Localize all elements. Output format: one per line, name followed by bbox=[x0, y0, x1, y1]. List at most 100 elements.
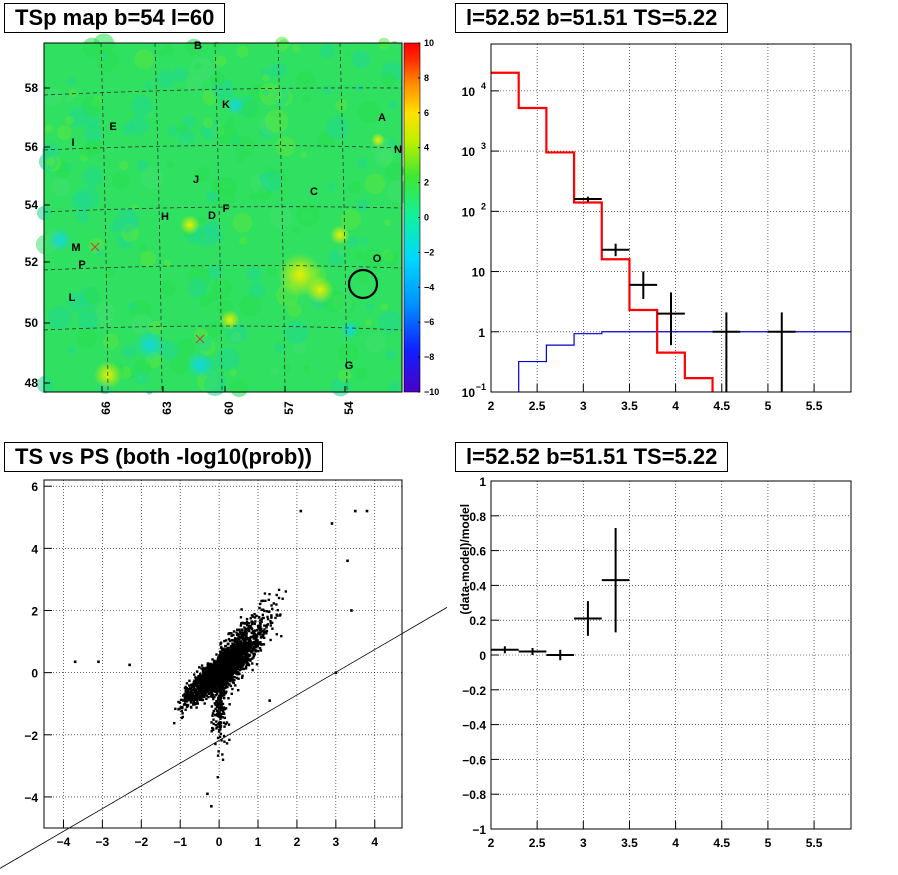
scatter-point bbox=[216, 664, 220, 668]
scatter-point bbox=[236, 641, 240, 645]
scatter-point bbox=[216, 710, 220, 714]
tsmap-texture bbox=[356, 157, 368, 169]
tsmap-texture bbox=[322, 86, 332, 96]
scatter-point bbox=[197, 675, 200, 679]
scatter-point bbox=[242, 658, 246, 662]
tsmap-grid-meridian bbox=[154, 42, 163, 393]
scatter-point bbox=[257, 616, 261, 619]
scatter-point bbox=[234, 669, 238, 672]
scatter-point bbox=[192, 700, 195, 703]
scatter-point bbox=[235, 647, 238, 651]
scatter-point bbox=[223, 639, 226, 643]
scatter-point bbox=[239, 645, 243, 648]
scatter-point bbox=[185, 705, 189, 709]
residual-ytick-label: 0.8 bbox=[469, 510, 486, 524]
tsmap-texture bbox=[215, 55, 227, 67]
scatter-point bbox=[260, 618, 263, 621]
scatter-point bbox=[207, 685, 211, 689]
scatter-point bbox=[221, 669, 224, 672]
tsmap-texture bbox=[238, 294, 262, 317]
scatter-point bbox=[207, 682, 210, 686]
scatter-point bbox=[221, 691, 225, 695]
scatter-ytick-label: 2 bbox=[31, 605, 38, 619]
scatter-point bbox=[236, 628, 239, 631]
scatter-point bbox=[222, 696, 226, 700]
spectrum-ytick-exponent: 3 bbox=[481, 141, 486, 151]
scatter-point bbox=[247, 663, 251, 667]
scatter-point bbox=[222, 647, 225, 651]
scatter-point bbox=[245, 656, 248, 659]
residual-ytick-label: −0.2 bbox=[462, 684, 486, 698]
scatter-point bbox=[211, 675, 214, 678]
tsmap-texture bbox=[128, 302, 137, 311]
residual-ytick-label: 0 bbox=[479, 649, 486, 663]
scatter-point bbox=[250, 620, 253, 623]
scatter-point bbox=[222, 694, 226, 697]
scatter-point bbox=[252, 642, 256, 646]
scatter-point bbox=[205, 687, 209, 690]
scatter-point bbox=[258, 625, 261, 629]
scatter-point bbox=[188, 686, 192, 689]
scatter-point bbox=[253, 633, 256, 636]
residual-xtick-label: 2.5 bbox=[529, 836, 546, 850]
scatter-point bbox=[231, 646, 235, 650]
colorbar-tick-label: −8 bbox=[424, 352, 434, 362]
tsmap-texture bbox=[388, 138, 397, 147]
scatter-point bbox=[207, 667, 210, 670]
scatter-point bbox=[241, 633, 245, 636]
tsmap-texture bbox=[347, 236, 359, 248]
tsmap-texture bbox=[320, 44, 335, 59]
scatter-point bbox=[191, 694, 194, 698]
scatter-point bbox=[251, 668, 254, 672]
tsmap-texture bbox=[360, 237, 368, 246]
scatter-point bbox=[255, 633, 258, 637]
tsmap-texture bbox=[182, 114, 196, 128]
scatter-point bbox=[218, 711, 221, 714]
scatter-point bbox=[190, 683, 193, 686]
scatter-point bbox=[250, 649, 254, 652]
tsmap-texture bbox=[81, 96, 102, 117]
scatter-point bbox=[208, 663, 211, 667]
tsmap-texture bbox=[392, 201, 399, 208]
scatter-point bbox=[263, 624, 266, 627]
scatter-point bbox=[229, 684, 233, 688]
scatter-point bbox=[267, 610, 271, 614]
tsmap-ytick-label: 52 bbox=[25, 255, 39, 269]
scatter-point bbox=[260, 630, 264, 633]
tsmap-hotspot bbox=[180, 215, 200, 235]
scatter-point bbox=[221, 673, 224, 676]
scatter-point bbox=[220, 680, 223, 684]
source-label-d: D bbox=[208, 210, 216, 222]
scatter-point bbox=[206, 681, 210, 684]
tsmap-texture bbox=[390, 40, 399, 49]
scatter-point bbox=[210, 672, 213, 676]
scatter-point bbox=[226, 681, 229, 685]
tsmap-texture bbox=[114, 208, 139, 233]
scatter-point bbox=[240, 608, 243, 611]
scatter-point bbox=[183, 693, 186, 696]
scatter-point bbox=[213, 684, 217, 687]
tsmap-texture bbox=[284, 320, 309, 345]
scatter-point bbox=[242, 667, 246, 671]
tsmap-frame bbox=[43, 42, 403, 393]
spectrum-xtick-label: 2 bbox=[488, 399, 495, 413]
scatter-point bbox=[215, 720, 218, 723]
scatter-point bbox=[205, 697, 208, 701]
residual-ylabel: (data-model)/model bbox=[458, 504, 472, 615]
tsmap-texture bbox=[122, 344, 137, 359]
source-label-g: G bbox=[345, 360, 354, 372]
colorbar bbox=[403, 42, 421, 393]
scatter-point bbox=[240, 663, 243, 667]
tsmap-texture bbox=[44, 124, 53, 133]
tsmap-texture bbox=[210, 72, 225, 87]
scatter-point bbox=[254, 649, 258, 652]
tsmap-texture bbox=[206, 264, 223, 280]
scatter-point bbox=[225, 667, 228, 671]
scatter-point bbox=[217, 656, 220, 659]
scatter-point bbox=[256, 632, 260, 636]
scatter-point bbox=[206, 690, 209, 694]
tsmap-texture bbox=[274, 36, 290, 52]
scatter-point bbox=[228, 650, 232, 654]
scatter-point bbox=[226, 663, 229, 667]
scatter-point bbox=[227, 659, 230, 662]
